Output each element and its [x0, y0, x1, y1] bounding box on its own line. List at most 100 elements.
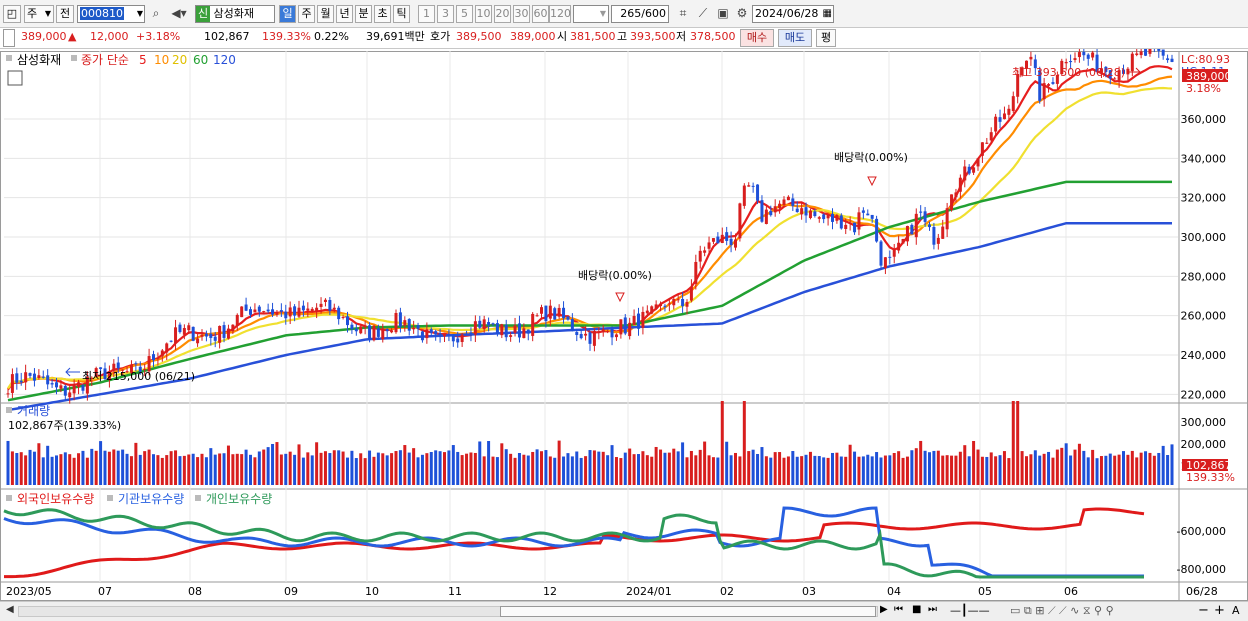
volume-bar: [297, 444, 301, 485]
candle-body: [870, 214, 874, 219]
speaker-icon[interactable]: ◀▾: [171, 6, 187, 20]
tick-button-3[interactable]: 3: [437, 5, 454, 23]
stop-icon[interactable]: ■: [912, 604, 922, 615]
volume-bar: [1086, 457, 1090, 485]
sell-button[interactable]: 매도: [778, 29, 812, 47]
candle-body: [77, 382, 81, 387]
stock-name-field[interactable]: 신 삼성화재: [195, 5, 275, 23]
volume-bar: [293, 454, 297, 485]
tick-button-10[interactable]: 10: [475, 5, 492, 23]
buy-button[interactable]: 매수: [740, 29, 774, 47]
fast-forward-icon[interactable]: ⏭: [928, 604, 937, 615]
candle-body: [901, 239, 905, 244]
save-icon[interactable]: ▣: [717, 6, 729, 20]
legend-marker: [6, 407, 12, 413]
period-tab-4[interactable]: 분: [355, 5, 372, 23]
gear-icon[interactable]: ⚙: [736, 6, 748, 20]
tick-button-60[interactable]: 60: [532, 5, 549, 23]
low-price: 378,500: [690, 30, 736, 43]
volume-bar: [416, 457, 420, 485]
legend-marker: [6, 55, 12, 61]
rewind-icon[interactable]: ⏮: [894, 604, 903, 615]
chart-tools-icon[interactable]: ⌗: [679, 6, 687, 20]
candle-body: [279, 310, 283, 312]
individual-holding-line: [3, 508, 1144, 579]
volume-bar: [905, 456, 909, 485]
price-tick: 220,000: [1181, 388, 1227, 401]
period-tab-0[interactable]: 일: [279, 5, 296, 23]
tick-select[interactable]: ▼: [573, 5, 609, 23]
time-tick: 03: [802, 585, 816, 598]
candle-body: [813, 211, 817, 217]
zoom-slider[interactable]: —┃——: [950, 604, 990, 617]
volume-tick: 300,000: [1181, 416, 1227, 429]
volume-bar: [756, 453, 760, 485]
volume-bar: [972, 440, 976, 485]
candle-body: [659, 304, 663, 307]
candle-body: [548, 305, 552, 319]
line-tool-icon[interactable]: ⟋: [698, 6, 708, 20]
scroll-right-icon[interactable]: ▶: [880, 604, 888, 615]
period-tab-6[interactable]: 틱: [393, 5, 410, 23]
volume-bar: [41, 457, 45, 485]
candle-body: [491, 323, 495, 325]
candle-body: [429, 329, 433, 333]
candle-body: [460, 334, 464, 343]
table-icon: [7, 70, 23, 86]
candle-body: [346, 316, 349, 326]
tick-button-120[interactable]: 120: [549, 5, 571, 23]
volume-bar: [323, 451, 327, 485]
tick-button-5[interactable]: 5: [456, 5, 473, 23]
period-tab-2[interactable]: 월: [317, 5, 334, 23]
scroll-thumb[interactable]: [500, 606, 876, 617]
market-select[interactable]: 주 ▼: [24, 5, 54, 23]
volume-bar: [936, 450, 940, 485]
volume-bar: [729, 455, 733, 485]
prev-select[interactable]: 전: [56, 5, 74, 23]
scroll-bar[interactable]: ◀ ▶ ⏮ ■ ⏭ —┃—— ▭ ⧉ ⊞ ⟋ ⟋ ∿ ⧖ ⚲ ⚲ − + A: [0, 601, 1248, 621]
candle-body: [447, 334, 451, 336]
low-label: 저: [676, 30, 687, 43]
volume-bar: [632, 454, 636, 485]
volume-bar: [1117, 454, 1121, 485]
tick-button-20[interactable]: 20: [494, 5, 511, 23]
candle-body: [1139, 51, 1143, 56]
volume-bar: [592, 450, 596, 485]
scroll-left-icon[interactable]: ◀: [6, 604, 14, 615]
font-size-icon[interactable]: A: [1232, 604, 1240, 617]
volume-bar: [15, 452, 19, 485]
tick-button-30[interactable]: 30: [513, 5, 530, 23]
volume-bar: [557, 440, 561, 485]
candle-body: [998, 117, 1002, 122]
candle-body: [786, 196, 790, 201]
candle-body: [147, 356, 151, 372]
volume-bar: [129, 456, 133, 485]
drawing-tools-icon[interactable]: ▭ ⧉ ⊞ ⟋ ⟋ ∿ ⧖ ⚲ ⚲: [1010, 604, 1114, 617]
time-tick: 05: [978, 585, 992, 598]
candle-body: [703, 250, 707, 253]
count-input[interactable]: 265/600: [611, 5, 669, 23]
candle-body: [253, 309, 257, 313]
calendar-icon[interactable]: ▦: [822, 8, 832, 19]
tick-button-1[interactable]: 1: [418, 5, 435, 23]
volume-bar: [169, 451, 173, 485]
average-button[interactable]: 평: [816, 29, 836, 47]
zoom-in-icon[interactable]: +: [1214, 603, 1225, 618]
volume-bar: [156, 455, 160, 485]
search-icon[interactable]: ⌕: [152, 6, 160, 20]
code-input[interactable]: 000810 ▼: [77, 5, 145, 23]
zoom-out-icon[interactable]: −: [1198, 603, 1209, 618]
candle-body: [1104, 66, 1108, 72]
window-icon[interactable]: ◰: [3, 5, 21, 23]
period-tab-1[interactable]: 주: [298, 5, 315, 23]
candle-body: [619, 319, 623, 335]
period-tab-3[interactable]: 년: [336, 5, 353, 23]
scroll-track[interactable]: [18, 606, 878, 617]
volume-bar: [495, 457, 499, 485]
candle-body: [883, 257, 887, 268]
date-input[interactable]: 2024/06/28 ▦: [752, 5, 834, 23]
chart-area[interactable]: 360,000 340,000 320,000 300,000 280,000 260,0…: [0, 49, 1248, 601]
legend-ma-label: 종가 단순: [81, 53, 129, 67]
period-tab-5[interactable]: 초: [374, 5, 391, 23]
candle-body: [504, 324, 508, 338]
